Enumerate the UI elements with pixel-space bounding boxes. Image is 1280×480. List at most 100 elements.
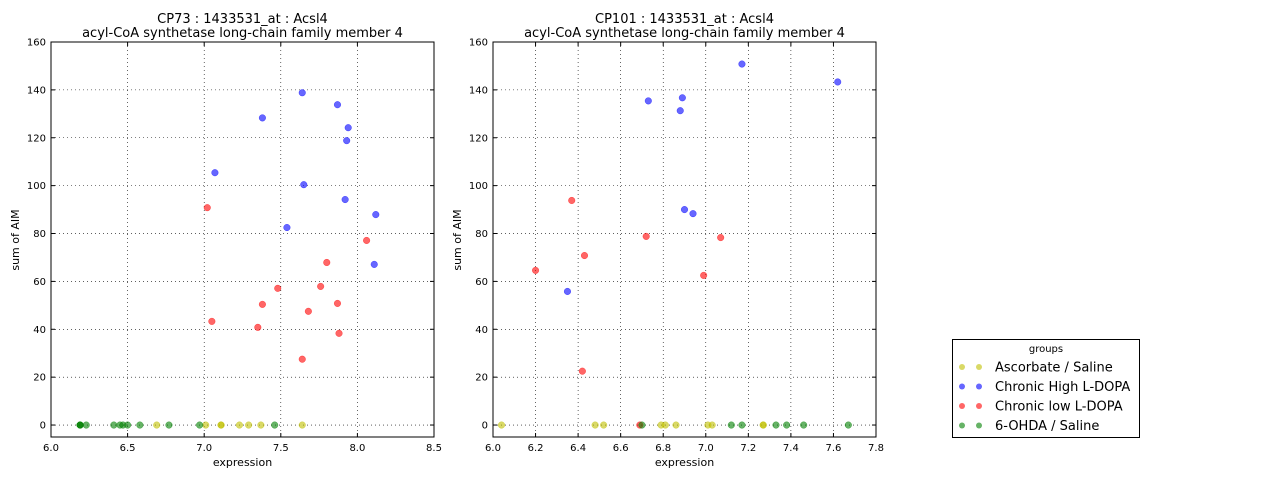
y-tick-label: 100 [27,181,46,192]
data-point [235,421,243,429]
data-point [600,421,608,429]
y-tick-label: 120 [469,133,488,144]
data-point [372,211,380,219]
data-point [298,355,306,363]
y-tick-label: 140 [469,85,488,96]
legend-entry: Chronic High L-DOPA [995,380,1130,395]
data-point [110,421,118,429]
y-tick-label: 60 [475,277,488,288]
data-point [563,287,572,295]
data-point [335,329,343,337]
y-tick-label: 160 [469,38,488,49]
legend-box [952,339,1140,438]
x-axis-label: expression [655,456,714,469]
x-axis-label: expression [213,456,272,469]
legend-marker [959,422,965,429]
data-point [580,251,589,260]
data-point [578,367,586,375]
data-point [165,421,173,429]
y-tick-label: 0 [40,421,46,432]
data-point [333,299,342,307]
x-tick-label: 6.0 [43,443,59,454]
y-tick-label: 60 [33,277,46,288]
data-point [153,421,161,429]
x-tick-label: 7.4 [783,443,799,454]
legend-entry: 6-OHDA / Saline [995,419,1099,434]
data-point [676,107,684,115]
data-point [800,421,808,429]
data-point [727,421,735,429]
data-point [124,421,132,429]
y-tick-label: 120 [27,133,46,144]
chart-title: CP73 : 1433531_at : Acsl4 [157,12,328,27]
data-point [642,232,650,240]
y-tick-label: 100 [469,181,488,192]
data-point [717,234,725,242]
data-point [738,421,746,429]
y-tick-label: 80 [33,229,46,240]
data-point [638,421,646,429]
data-point [708,421,716,429]
data-point [341,195,349,204]
data-point [245,421,253,429]
y-axis-label: sum of AIM [451,209,464,270]
x-tick-label: 7.0 [698,443,714,454]
data-point [136,421,144,429]
plot-frame [492,41,877,438]
x-tick-label: 6.0 [485,443,501,454]
legend-marker [976,422,982,429]
chart-subtitle: acyl-CoA synthetase long-chain family me… [524,26,845,41]
data-point [363,236,371,245]
y-tick-label: 20 [33,373,46,384]
data-point [497,421,506,429]
x-tick-label: 6.6 [613,443,629,454]
data-point [202,421,210,429]
y-tick-label: 140 [27,85,46,96]
data-point [783,421,791,429]
data-point [258,114,266,122]
x-tick-label: 7.6 [825,443,841,454]
legend-marker [959,364,965,370]
data-point [254,323,262,331]
y-tick-label: 80 [475,229,488,240]
data-point [738,60,746,68]
data-point [568,196,576,205]
data-point [298,89,306,97]
data-point [532,266,540,274]
data-point [759,421,767,429]
legend-marker [959,403,965,409]
chart-subtitle: acyl-CoA synthetase long-chain family me… [82,26,403,41]
data-point [333,101,342,109]
y-tick-label: 160 [27,38,46,49]
data-point [298,421,306,429]
legend: groups Ascorbate / Saline Chronic High L-… [952,339,1140,438]
x-tick-label: 8.5 [426,443,442,454]
data-point [700,271,708,279]
legend-marker [959,383,965,390]
legend-title: groups [1029,344,1063,355]
x-tick-label: 6.5 [120,443,136,454]
data-point [258,300,266,308]
data-point [203,204,211,212]
data-point [196,421,204,429]
chart-cp73: CP73 : 1433531_at : Acsl4 acyl-CoA synth… [9,12,442,469]
data-point [661,421,669,429]
data-point [689,210,697,218]
data-point [76,421,84,429]
data-point [304,307,312,315]
data-point [834,78,842,86]
x-tick-label: 6.8 [655,443,671,454]
data-point [271,421,279,429]
x-tick-label: 7.5 [273,443,289,454]
data-point [591,421,599,429]
data-point [208,317,216,325]
x-tick-label: 8.0 [349,443,365,454]
data-point [82,421,90,429]
data-point [211,169,219,177]
data-point [644,97,652,105]
plot-frame [50,41,435,438]
data-point [678,94,686,102]
data-point [680,206,689,214]
legend-entry: Ascorbate / Saline [995,361,1113,376]
